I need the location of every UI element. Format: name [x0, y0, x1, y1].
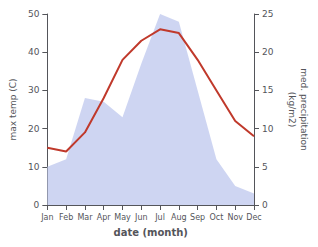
svg-text:Jan: Jan — [40, 213, 53, 222]
svg-text:20: 20 — [28, 124, 40, 134]
svg-text:max temp (C): max temp (C) — [8, 78, 18, 140]
svg-text:Oct: Oct — [210, 213, 224, 222]
svg-text:Sep: Sep — [190, 213, 205, 222]
svg-text:Nov: Nov — [227, 213, 243, 222]
svg-text:Aug: Aug — [171, 213, 187, 222]
svg-text:Jun: Jun — [134, 213, 148, 222]
svg-text:May: May — [114, 213, 131, 222]
svg-text:Feb: Feb — [59, 213, 73, 222]
svg-text:0: 0 — [262, 200, 268, 210]
svg-text:10: 10 — [28, 162, 40, 172]
svg-text:50: 50 — [28, 9, 40, 19]
svg-text:20: 20 — [262, 47, 274, 57]
svg-text:5: 5 — [262, 162, 268, 172]
svg-text:30: 30 — [28, 85, 40, 95]
svg-text:med. precipitation: med. precipitation — [299, 68, 309, 150]
svg-text:date (month): date (month) — [113, 227, 187, 238]
svg-text:10: 10 — [262, 124, 274, 134]
svg-text:Dec: Dec — [246, 213, 261, 222]
svg-text:25: 25 — [262, 9, 273, 19]
svg-text:0: 0 — [34, 200, 40, 210]
svg-text:Jul: Jul — [154, 213, 165, 222]
svg-text:Apr: Apr — [97, 213, 112, 222]
svg-text:(kg/m2): (kg/m2) — [287, 92, 297, 127]
svg-text:40: 40 — [28, 47, 40, 57]
svg-text:Mar: Mar — [77, 213, 93, 222]
svg-text:15: 15 — [262, 85, 273, 95]
